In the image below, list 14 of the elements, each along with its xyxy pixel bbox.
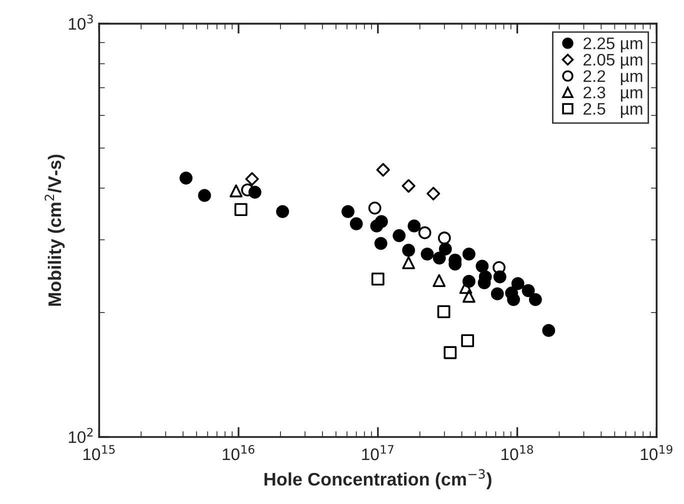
legend-label: 2.05 µm — [584, 54, 642, 69]
legend-label: 2.5 µm — [584, 102, 642, 118]
x-tick-label: 10$^{16}$ — [222, 444, 254, 460]
x-axis-title: Hole Concentration (cm$^{−3}$) — [264, 469, 492, 490]
y-axis-title: Mobility (cm$^{2}$/V-s) — [44, 154, 65, 306]
legend-label: 2.2 µm — [584, 70, 642, 86]
legend-label: 2.25 µm — [584, 37, 642, 53]
x-tick-label: 10$^{18}$ — [502, 444, 534, 460]
legend-label: 2.3 µm — [584, 86, 642, 102]
x-tick-label: 10$^{15}$ — [83, 445, 115, 460]
x-tick-label: 10$^{19}$ — [640, 444, 672, 460]
y-tick-label: 10$^{2}$ — [68, 428, 93, 444]
x-tick-label: 10$^{17}$ — [362, 445, 394, 460]
y-tick-label: 10$^{3}$ — [68, 14, 93, 30]
